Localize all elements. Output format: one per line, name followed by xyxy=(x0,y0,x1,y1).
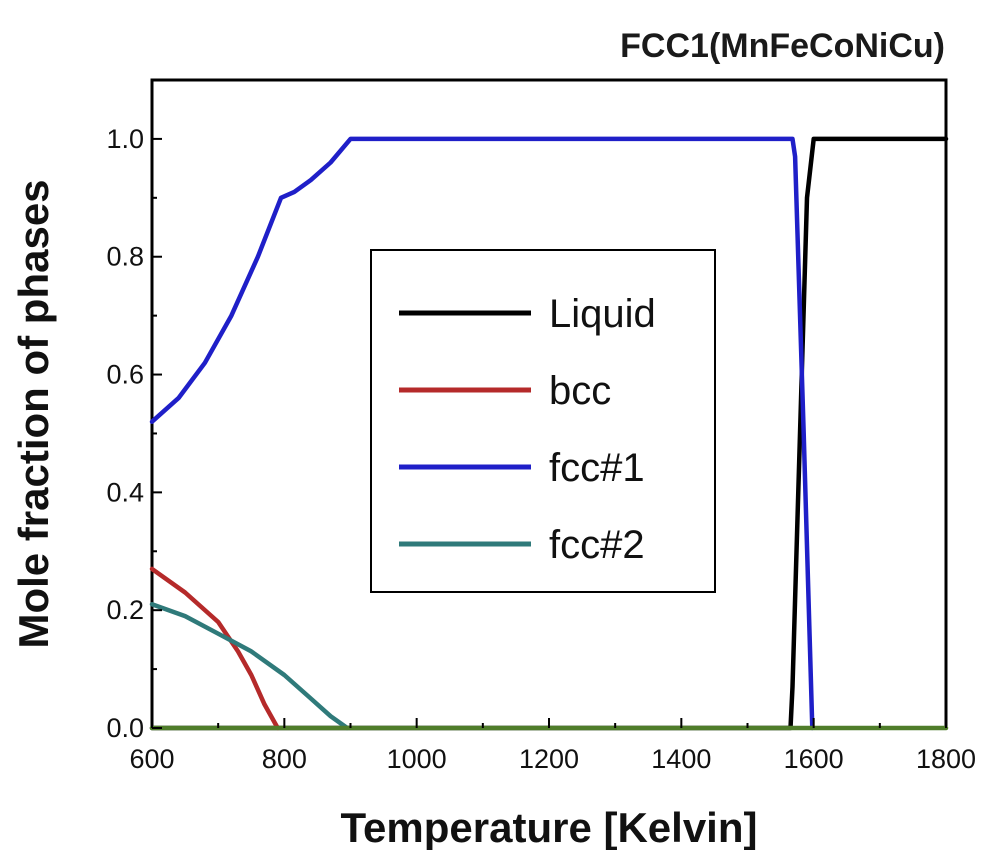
x-tick-label: 1400 xyxy=(651,744,711,774)
x-tick-label: 1800 xyxy=(916,744,976,774)
series-line-bcc xyxy=(149,566,280,731)
legend-label-liquid: Liquid xyxy=(549,292,656,336)
y-axis-title: Mole fraction of phases xyxy=(10,179,57,648)
x-tick-label: 600 xyxy=(129,744,174,774)
y-tick-label: 0.4 xyxy=(106,477,144,507)
legend-box xyxy=(370,249,716,593)
series-line-fcc-1 xyxy=(149,136,815,731)
x-tick-label: 1200 xyxy=(519,744,579,774)
y-tick-label: 0.0 xyxy=(106,713,144,743)
x-tick-label: 800 xyxy=(262,744,307,774)
chart-title: FCC1(MnFeCoNiCu) xyxy=(620,27,945,65)
y-tick-label: 0.6 xyxy=(106,360,144,390)
y-tick-label: 0.8 xyxy=(106,242,144,272)
legend-label-bcc: bcc xyxy=(549,369,611,413)
y-tick-label: 0.2 xyxy=(106,595,144,625)
x-tick-label: 1600 xyxy=(784,744,844,774)
y-tick-label: 1.0 xyxy=(106,124,144,154)
legend-label-fcc-1: fcc#1 xyxy=(549,446,645,490)
x-tick-label: 1000 xyxy=(387,744,447,774)
series-line-fcc-2 xyxy=(149,602,350,731)
x-axis-title: Temperature [Kelvin] xyxy=(341,804,758,850)
axes-layer: 600 800 1000 1200 1400 1600 1800 0.0 0.2 0.4 0.6 0.… xyxy=(106,79,976,774)
legend: Liquid bcc fcc#1 fcc#2 xyxy=(370,249,716,593)
legend-label-fcc-2: fcc#2 xyxy=(549,523,645,567)
